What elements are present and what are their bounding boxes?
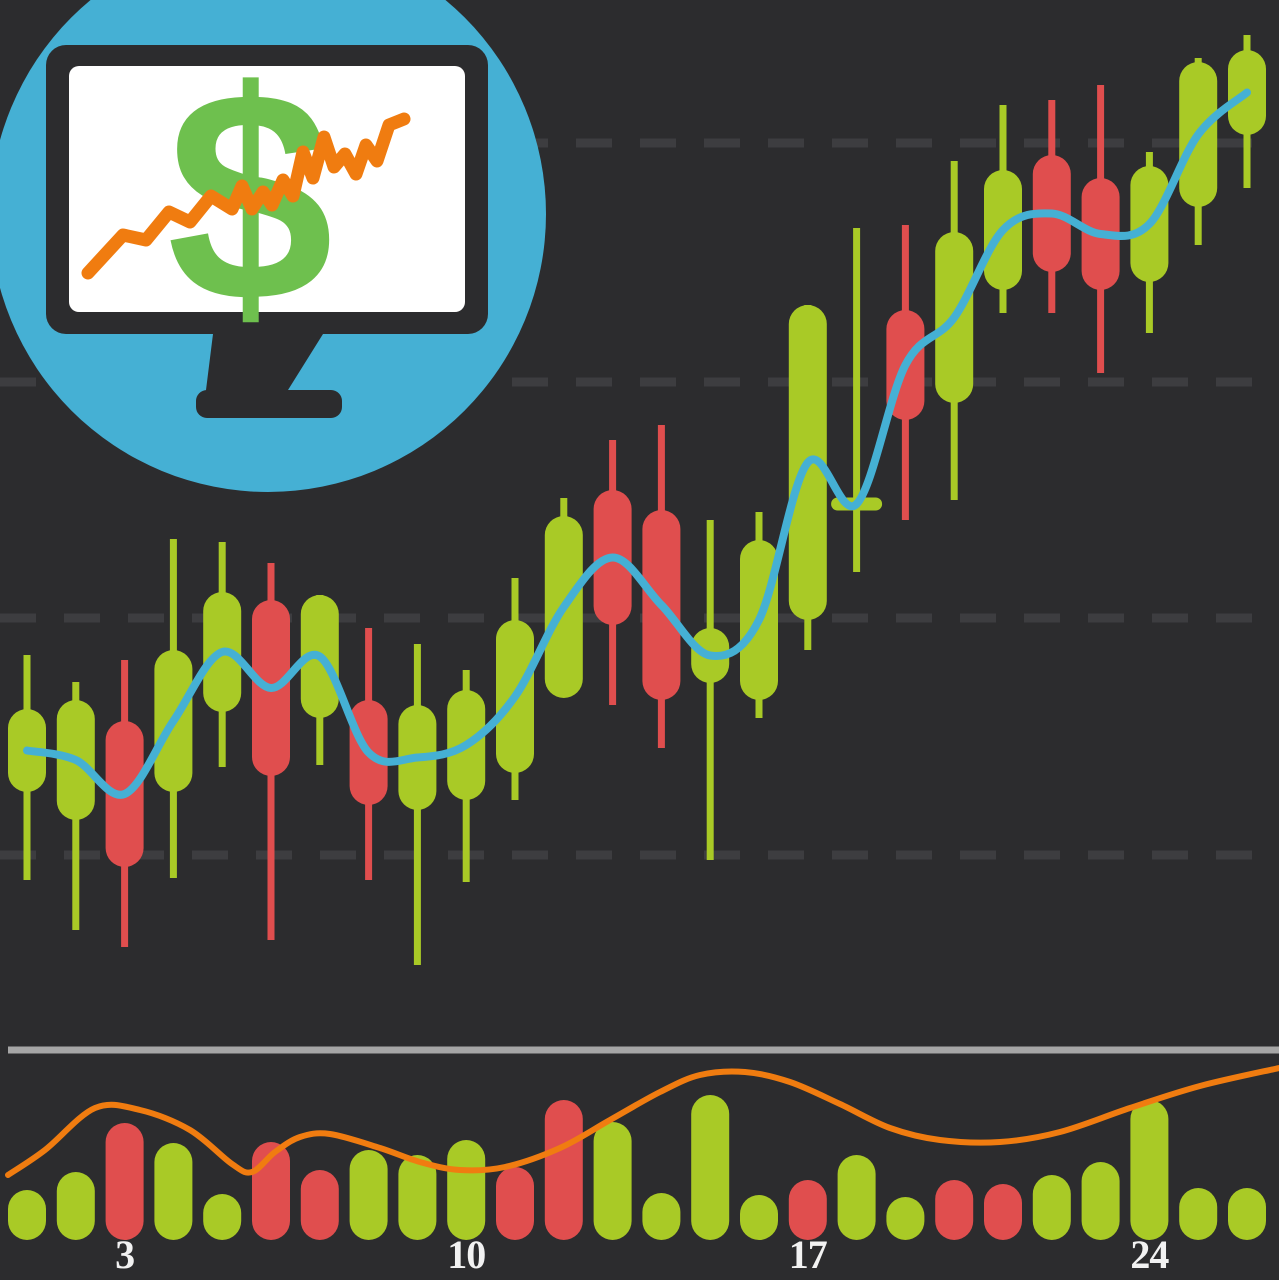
volume-bar-2[interactable] <box>105 1123 144 1240</box>
x-axis-tick-10: 10 <box>447 1232 486 1277</box>
volume-bar-22[interactable] <box>1081 1162 1120 1240</box>
volume-bar-7[interactable] <box>349 1150 388 1240</box>
volume-bar-20[interactable] <box>984 1184 1022 1240</box>
volume-bar-25[interactable] <box>1228 1188 1266 1240</box>
volume-bar-3[interactable] <box>154 1143 193 1240</box>
growth-trendline-icon <box>81 112 411 280</box>
volume-bar-10[interactable] <box>496 1167 534 1240</box>
volume-bar-23[interactable] <box>1130 1100 1169 1240</box>
volume-trend-path <box>5 1065 1279 1178</box>
x-axis-tick-17: 17 <box>788 1232 828 1277</box>
volume-bar-19[interactable] <box>935 1180 974 1240</box>
volume-bar-4[interactable] <box>203 1194 242 1240</box>
volume-bar-0[interactable] <box>8 1190 46 1240</box>
volume-bar-18[interactable] <box>886 1197 925 1240</box>
volume-bar-1[interactable] <box>56 1172 95 1240</box>
volume-bar-17[interactable] <box>837 1155 876 1240</box>
volume-baseline-mask <box>0 1240 1279 1280</box>
volume-bar-16[interactable] <box>788 1180 827 1240</box>
x-axis-tick-3: 3 <box>115 1232 135 1277</box>
volume-bar-8[interactable] <box>398 1155 437 1240</box>
volume-bar-21[interactable] <box>1032 1175 1071 1240</box>
moving-average-path <box>23 88 1251 799</box>
volume-bar-12[interactable] <box>593 1122 632 1240</box>
volume-bar-11[interactable] <box>544 1100 583 1240</box>
volume-bar-24[interactable] <box>1179 1188 1218 1240</box>
volume-bar-6[interactable] <box>300 1170 339 1240</box>
volume-bar-13[interactable] <box>642 1193 681 1240</box>
volume-bar-9[interactable] <box>447 1140 486 1240</box>
volume-bar-15[interactable] <box>740 1195 778 1240</box>
x-axis-tick-24: 24 <box>1130 1232 1169 1277</box>
volume-bar-14[interactable] <box>691 1095 730 1240</box>
